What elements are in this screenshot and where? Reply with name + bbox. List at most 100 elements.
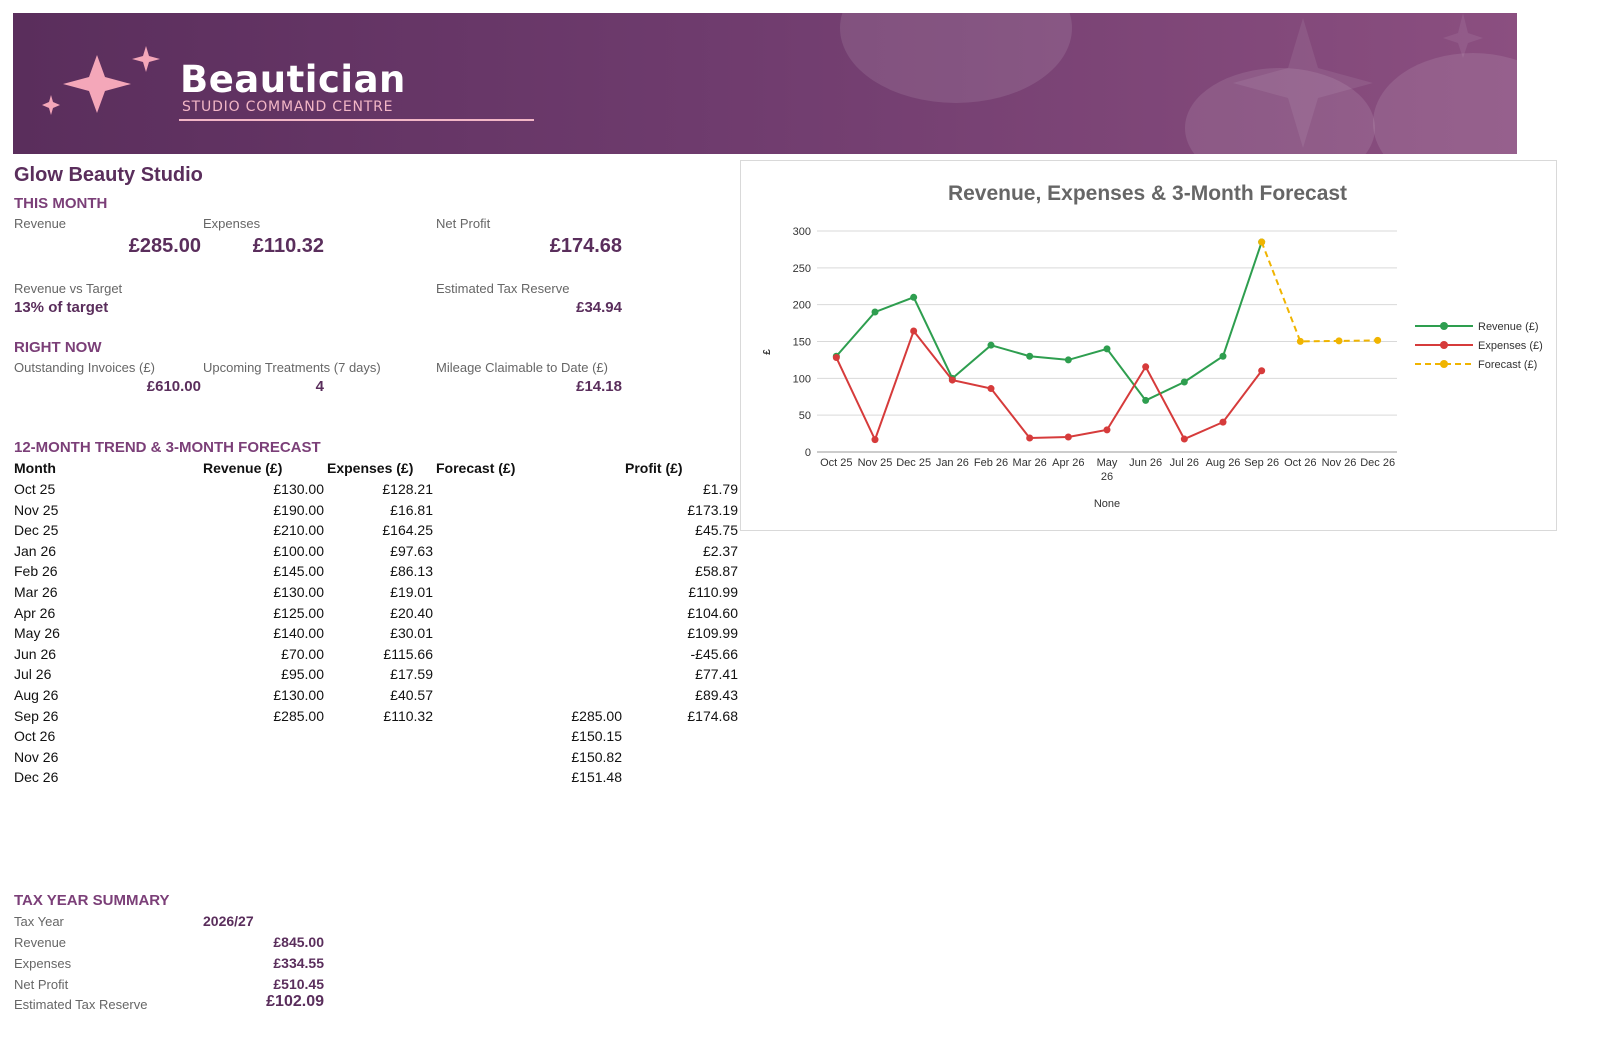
cell-forecast: £151.48 [571, 769, 622, 786]
trend-heading: 12-MONTH TREND & 3-MONTH FORECAST [14, 439, 321, 456]
series-line-forecast [1260, 241, 1378, 343]
cell-month: Oct 26 [14, 728, 56, 745]
cell-month: Jul 26 [14, 666, 52, 683]
data-point [1103, 345, 1111, 353]
legend-label: Revenue (£) [1478, 321, 1539, 333]
cell-expenses: £110.32 [383, 707, 433, 724]
studio-name: Glow Beauty Studio [14, 164, 203, 186]
brand-subtitle: STUDIO COMMAND CENTRE [182, 99, 394, 115]
net-profit-label: Net Profit [436, 216, 491, 231]
cell-profit: £110.99 [688, 584, 738, 600]
data-point [1296, 337, 1304, 345]
data-point [1142, 363, 1150, 371]
tax-year-heading: TAX YEAR SUMMARY [14, 892, 170, 909]
x-tick-label: 26 [1101, 471, 1113, 483]
x-tick-label: Mar 26 [1013, 457, 1047, 469]
cell-revenue: £190.00 [273, 501, 324, 518]
data-point [1374, 336, 1382, 344]
tax-expenses-value: £334.55 [273, 955, 324, 971]
data-point [871, 436, 879, 444]
brand-title: Beautician [180, 58, 406, 101]
revenue-label: Revenue [14, 216, 67, 231]
x-tick-label: May [1097, 457, 1118, 469]
legend-label: Expenses (£) [1478, 340, 1543, 352]
cell-profit: £45.75 [695, 522, 738, 539]
cell-month: Jun 26 [14, 645, 57, 662]
data-point [987, 341, 995, 349]
y-tick-label: 250 [793, 263, 811, 275]
series-line-revenue [835, 241, 1263, 402]
x-tick-label: Feb 26 [974, 457, 1008, 469]
sparkle-decoration-icon [42, 13, 1483, 148]
data-point [987, 385, 995, 393]
cell-revenue: £130.00 [273, 584, 324, 600]
cell-revenue: £210.00 [273, 522, 324, 539]
legend-marker [1440, 322, 1448, 330]
series-line-expenses [835, 328, 1263, 443]
cell-revenue: £100.00 [273, 542, 324, 559]
tax-reserve-label: Estimated Tax Reserve [436, 281, 570, 296]
cell-profit: £174.68 [687, 707, 738, 724]
col-header-profit: Profit (£) [625, 460, 683, 476]
data-point [1258, 367, 1266, 375]
cell-expenses: £128.21 [382, 481, 433, 497]
data-point [1180, 378, 1188, 386]
cell-revenue: £145.00 [273, 563, 324, 580]
cell-profit: £89.43 [695, 687, 738, 703]
x-tick-label: Oct 25 [820, 457, 852, 469]
cell-expenses: £40.57 [390, 687, 433, 703]
cell-month: Aug 26 [14, 687, 59, 703]
cell-month: Jan 26 [14, 542, 57, 559]
cell-expenses: £19.01 [390, 584, 433, 600]
x-tick-label: Nov 25 [858, 457, 893, 469]
data-point [1064, 433, 1072, 441]
upcoming-treatments-value: 4 [315, 378, 324, 395]
data-point [1142, 396, 1150, 404]
cell-expenses: £30.01 [390, 625, 433, 642]
data-point [910, 293, 918, 301]
x-tick-label: Apr 26 [1052, 457, 1084, 469]
tax-net-profit-label: Net Profit [14, 977, 69, 992]
mileage-value: £14.18 [576, 378, 622, 395]
data-point [910, 327, 918, 335]
line-chart: 0 50 100 150 200 250 300 £ Oct 25 Nov 25 Dec 25 Jan… [762, 226, 1543, 510]
x-tick-label: Oct 26 [1284, 457, 1316, 469]
cell-revenue: £130.00 [273, 687, 324, 703]
data-point [1064, 356, 1072, 364]
tax-reserve-value-year: £102.09 [266, 993, 324, 1010]
tax-year-value: 2026/27 [203, 913, 254, 929]
cell-profit: £109.99 [687, 625, 738, 642]
cell-month: Dec 25 [14, 522, 59, 539]
upcoming-treatments-label: Upcoming Treatments (7 days) [203, 360, 381, 375]
x-tick-label: Dec 25 [896, 457, 931, 469]
cell-expenses: £97.63 [390, 542, 433, 559]
data-point [1219, 418, 1227, 426]
cell-profit: -£45.66 [690, 645, 738, 662]
cell-month: Feb 26 [14, 563, 58, 580]
x-tick-label: Sep 26 [1244, 457, 1279, 469]
cell-expenses: £20.40 [390, 604, 433, 621]
cell-month: Nov 26 [14, 748, 59, 765]
data-point [948, 376, 956, 384]
expenses-value: £110.32 [252, 235, 324, 257]
x-tick-label: Jun 26 [1129, 457, 1162, 469]
cell-expenses: £17.59 [390, 666, 433, 683]
revenue-value: £285.00 [128, 235, 201, 257]
cell-profit: £173.19 [687, 501, 738, 518]
tax-reserve-label-year: Estimated Tax Reserve [14, 997, 148, 1012]
y-tick-label: 50 [799, 410, 811, 422]
cell-profit: £1.79 [702, 481, 738, 497]
cell-expenses: £164.25 [382, 522, 433, 539]
cell-revenue: £125.00 [273, 604, 324, 621]
y-tick-label: 300 [793, 226, 811, 238]
data-point [1026, 352, 1034, 360]
cell-month: Apr 26 [14, 604, 56, 621]
cell-month: Sep 26 [14, 707, 59, 724]
brand-underline [179, 119, 534, 121]
right-now-heading: RIGHT NOW [14, 339, 102, 356]
y-tick-label: 150 [793, 337, 811, 349]
x-tick-label: Aug 26 [1206, 457, 1241, 469]
col-header-expenses: Expenses (£) [327, 460, 414, 476]
cell-expenses: £16.81 [390, 501, 433, 518]
cell-expenses: £115.66 [383, 645, 433, 662]
